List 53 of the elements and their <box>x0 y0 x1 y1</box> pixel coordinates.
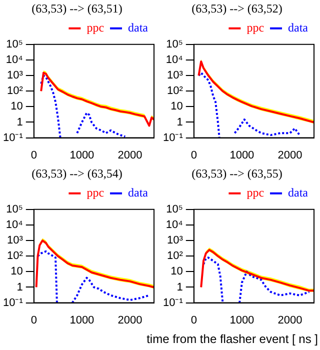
x-tick-label: 2000 <box>278 149 302 162</box>
y-tick-label: 1 <box>16 281 23 294</box>
legend-label: ppc <box>246 20 264 35</box>
y-tick-label: 10³ <box>6 70 24 82</box>
x-tick-label: 0 <box>30 314 37 326</box>
y-tick-label: 10³ <box>166 234 184 247</box>
y-tick-label: 10² <box>166 250 184 262</box>
y-tick-label: 10⁴ <box>6 219 24 231</box>
legend-label: ppc <box>86 186 104 200</box>
y-tick-label: 10² <box>6 85 24 98</box>
x-tick-label: 2000 <box>278 314 302 326</box>
y-tick-label: 1 <box>176 281 183 294</box>
y-tick-label: 10 <box>10 100 23 113</box>
x-tick-label: 0 <box>30 149 37 162</box>
y-tick-label: 10⁴ <box>6 54 24 66</box>
y-tick-label: 10 <box>170 266 183 278</box>
x-axis-title: time from the flasher event [ ns ] <box>146 332 318 346</box>
y-tick-label: 1 <box>176 116 183 128</box>
legend-label: data <box>128 20 149 35</box>
y-tick-label: 10 <box>170 100 183 113</box>
legend-label: ppc <box>86 20 104 35</box>
y-tick-label: 10⁵ <box>166 38 183 50</box>
y-tick-label: 10⁻¹ <box>2 296 24 309</box>
y-tick-label: 10⁻¹ <box>162 296 184 309</box>
y-tick-label: 10⁵ <box>166 203 183 216</box>
x-tick-label: 1000 <box>230 149 254 162</box>
y-tick-label: 10⁵ <box>6 203 23 216</box>
y-tick-label: 10² <box>166 85 184 98</box>
chart-title: (63,53) --> (63,55) <box>192 166 282 180</box>
y-tick-label: 10⁵ <box>6 38 23 50</box>
x-tick-label: 2000 <box>118 314 142 326</box>
x-tick-label: 2000 <box>118 149 142 162</box>
y-tick-label: 10⁴ <box>166 54 184 66</box>
legend-label: data <box>288 186 309 200</box>
legend-label: data <box>128 186 149 200</box>
x-tick-label: 1000 <box>70 149 94 162</box>
y-tick-label: 10⁻¹ <box>162 132 184 144</box>
x-tick-label: 0 <box>190 314 197 326</box>
x-tick-label: 1000 <box>230 314 254 326</box>
y-tick-label: 10³ <box>6 234 24 247</box>
y-tick-label: 10³ <box>166 70 184 82</box>
y-tick-label: 10² <box>6 250 24 262</box>
y-tick-label: 10⁴ <box>166 219 184 231</box>
legend-label: data <box>288 20 309 35</box>
x-tick-label: 0 <box>190 149 197 162</box>
y-tick-label: 10 <box>10 266 23 278</box>
chart-title: (63,53) --> (63,52) <box>192 1 282 16</box>
y-tick-label: 1 <box>16 116 23 128</box>
chart-title: (63,53) --> (63,51) <box>32 1 122 16</box>
chart-title: (63,53) --> (63,54) <box>32 166 122 180</box>
legend-label: ppc <box>246 186 264 200</box>
x-tick-label: 1000 <box>70 314 94 326</box>
y-tick-label: 10⁻¹ <box>2 132 24 144</box>
